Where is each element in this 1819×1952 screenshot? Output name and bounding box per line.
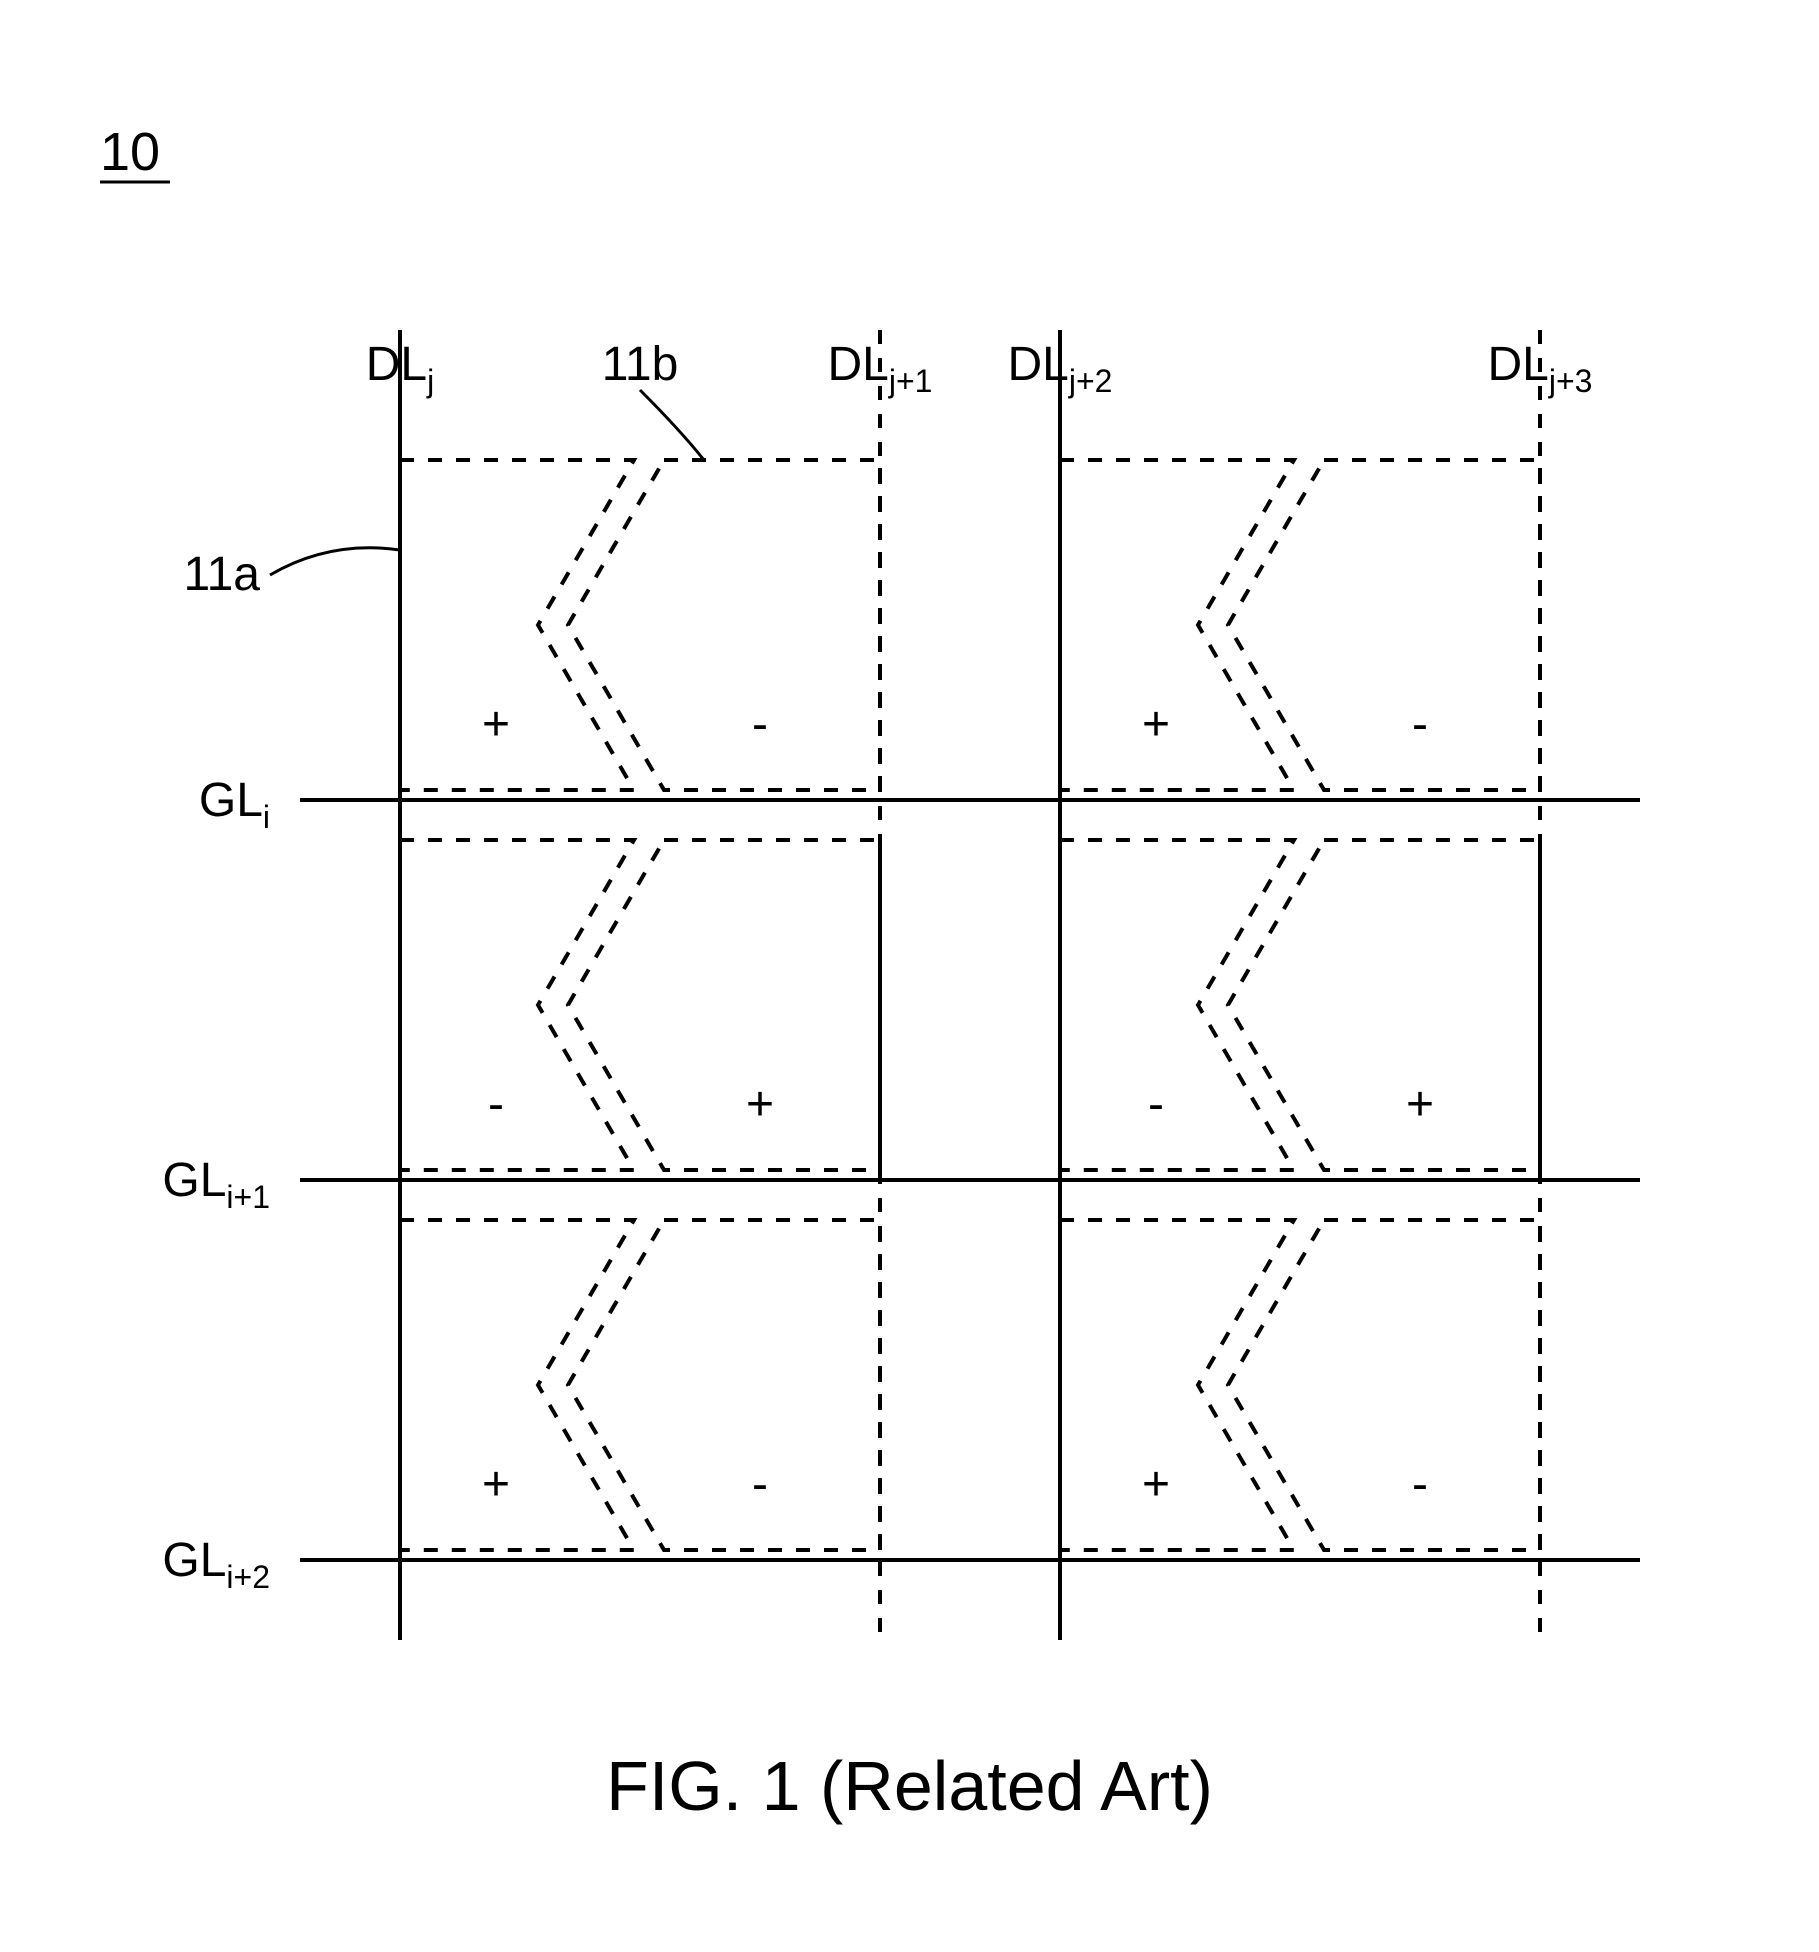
- sub-pixel-b: [1228, 460, 1540, 790]
- line-label: GLi+2: [162, 1534, 270, 1595]
- line-label: DLj+1: [828, 338, 933, 399]
- polarity-b: +: [746, 1078, 774, 1131]
- polarity-a: +: [1142, 698, 1170, 751]
- sub-pixel-a: [1060, 840, 1294, 1170]
- polarity-a: -: [1148, 1078, 1164, 1131]
- line-label: DLj: [366, 338, 434, 399]
- sub-pixel-b: [1228, 840, 1540, 1170]
- polarity-a: +: [482, 698, 510, 751]
- polarity-b: -: [752, 698, 768, 751]
- figure-svg: 10 DLj DLj+1 DLj+2 DLj+3 GLi GLi+1 GLi+2 + - 11a 11…: [0, 0, 1819, 1952]
- leader-11a: [270, 548, 400, 575]
- ref-label-11b: 11b: [602, 338, 679, 391]
- sub-pixel-b: [568, 840, 880, 1170]
- polarity-b: -: [752, 1458, 768, 1511]
- sub-pixel-b: [568, 460, 880, 790]
- line-label: GLi+1: [162, 1154, 270, 1215]
- sub-pixel-b: [568, 1220, 880, 1550]
- polarity-b: -: [1412, 698, 1428, 751]
- polarity-b: +: [1406, 1078, 1434, 1131]
- sub-pixel-a: [1060, 1220, 1294, 1550]
- figure-number-label: 10: [100, 122, 160, 182]
- polarity-a: +: [1142, 1458, 1170, 1511]
- polarity-a: +: [482, 1458, 510, 1511]
- ref-label-11a: 11a: [183, 548, 260, 601]
- line-label: DLj+2: [1008, 338, 1113, 399]
- figure-caption: FIG. 1 (Related Art): [606, 1747, 1213, 1825]
- line-label: DLj+3: [1488, 338, 1593, 399]
- sub-pixel-a: [400, 1220, 634, 1550]
- leader-11b: [640, 390, 704, 460]
- sub-pixel-b: [1228, 1220, 1540, 1550]
- sub-pixel-a: [400, 840, 634, 1170]
- polarity-b: -: [1412, 1458, 1428, 1511]
- polarity-a: -: [488, 1078, 504, 1131]
- sub-pixel-a: [1060, 460, 1294, 790]
- line-label: GLi: [199, 774, 270, 835]
- sub-pixel-a: [400, 460, 634, 790]
